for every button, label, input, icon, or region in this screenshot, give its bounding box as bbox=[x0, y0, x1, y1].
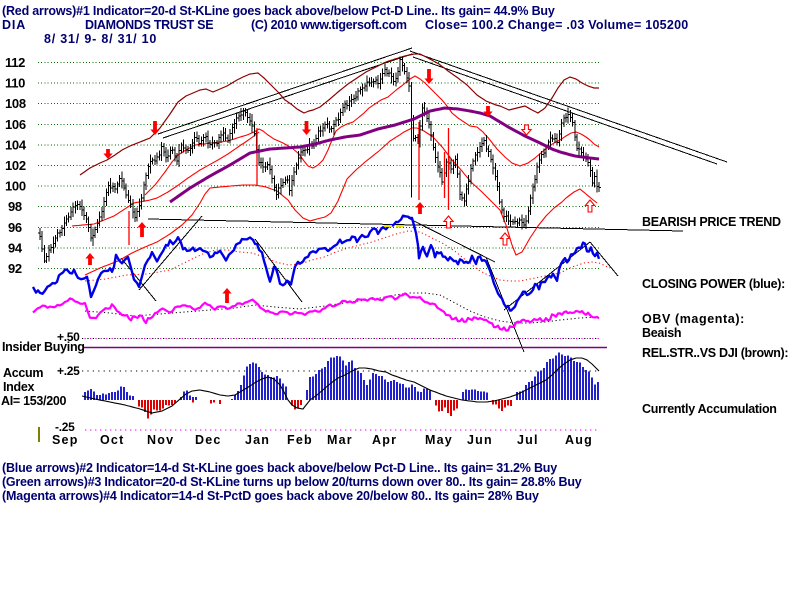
svg-text:Insider Buying: Insider Buying bbox=[2, 340, 85, 354]
svg-text:(Blue arrows)#2 Indicator=14-d: (Blue arrows)#2 Indicator=14-d St-KLine … bbox=[2, 461, 557, 475]
svg-text:CLOSING POWER (blue):: CLOSING POWER (blue): bbox=[642, 277, 785, 291]
svg-text:Beaish: Beaish bbox=[642, 326, 681, 340]
svg-text:Sep: Sep bbox=[52, 433, 79, 447]
svg-text:+.50: +.50 bbox=[57, 330, 80, 344]
svg-text:OBV (magenta):: OBV (magenta): bbox=[642, 312, 745, 326]
svg-text:+.25: +.25 bbox=[57, 364, 80, 378]
svg-text:Oct: Oct bbox=[100, 433, 124, 447]
svg-text:(C) 2010 www.tigersoft.com: (C) 2010 www.tigersoft.com bbox=[251, 18, 407, 32]
svg-text:112: 112 bbox=[5, 55, 25, 70]
svg-text:94: 94 bbox=[8, 240, 23, 255]
svg-text:100: 100 bbox=[5, 179, 26, 194]
svg-text:Feb: Feb bbox=[287, 433, 313, 447]
svg-text:Aug: Aug bbox=[565, 433, 593, 447]
svg-text:(Red arrows)#1 Indicator=20-d: (Red arrows)#1 Indicator=20-d St-KLine g… bbox=[2, 4, 555, 18]
svg-text:Apr: Apr bbox=[372, 433, 397, 447]
svg-text:-.25: -.25 bbox=[55, 420, 75, 434]
svg-text:DIAMONDS TRUST SE: DIAMONDS TRUST SE bbox=[85, 18, 213, 32]
svg-text:102: 102 bbox=[5, 158, 26, 173]
svg-text:Jul: Jul bbox=[517, 433, 539, 447]
svg-text:106: 106 bbox=[5, 117, 26, 132]
svg-text:92: 92 bbox=[8, 261, 22, 276]
svg-text:96: 96 bbox=[8, 220, 22, 235]
svg-text:Jan: Jan bbox=[245, 433, 270, 447]
svg-text:Accum: Accum bbox=[3, 366, 43, 380]
svg-text:Jun: Jun bbox=[467, 433, 493, 447]
svg-text:(Green arrows)#3 Indicator=20-: (Green arrows)#3 Indicator=20-d St-KLine… bbox=[2, 475, 582, 489]
svg-text:Mar: Mar bbox=[327, 433, 353, 447]
svg-text:Dec: Dec bbox=[195, 433, 222, 447]
svg-text:98: 98 bbox=[8, 199, 22, 214]
svg-text:DIA: DIA bbox=[2, 18, 26, 32]
svg-text:(Magenta arrows)#4 Indicator=1: (Magenta arrows)#4 Indicator=14-d St-Pct… bbox=[2, 489, 539, 503]
svg-text:108: 108 bbox=[5, 96, 26, 111]
svg-text:Nov: Nov bbox=[147, 433, 174, 447]
svg-text:BEARISH PRICE TREND: BEARISH PRICE TREND bbox=[642, 215, 781, 229]
svg-text:Index: Index bbox=[3, 380, 34, 394]
svg-text:8/ 31/ 9- 8/ 31/ 10: 8/ 31/ 9- 8/ 31/ 10 bbox=[44, 32, 157, 46]
svg-text:REL.STR..VS DJI (brown):: REL.STR..VS DJI (brown): bbox=[642, 346, 788, 360]
svg-text:104: 104 bbox=[5, 137, 27, 152]
svg-text:Currently Accumulation: Currently Accumulation bbox=[642, 402, 777, 416]
svg-text:May: May bbox=[425, 433, 453, 447]
svg-text:AI= 153/200: AI= 153/200 bbox=[1, 394, 67, 408]
svg-text:110: 110 bbox=[5, 76, 25, 91]
svg-text:Close= 100.2 Change= .03 Vol: Close= 100.2 Change= .03 Volume= 105200 bbox=[425, 18, 688, 32]
